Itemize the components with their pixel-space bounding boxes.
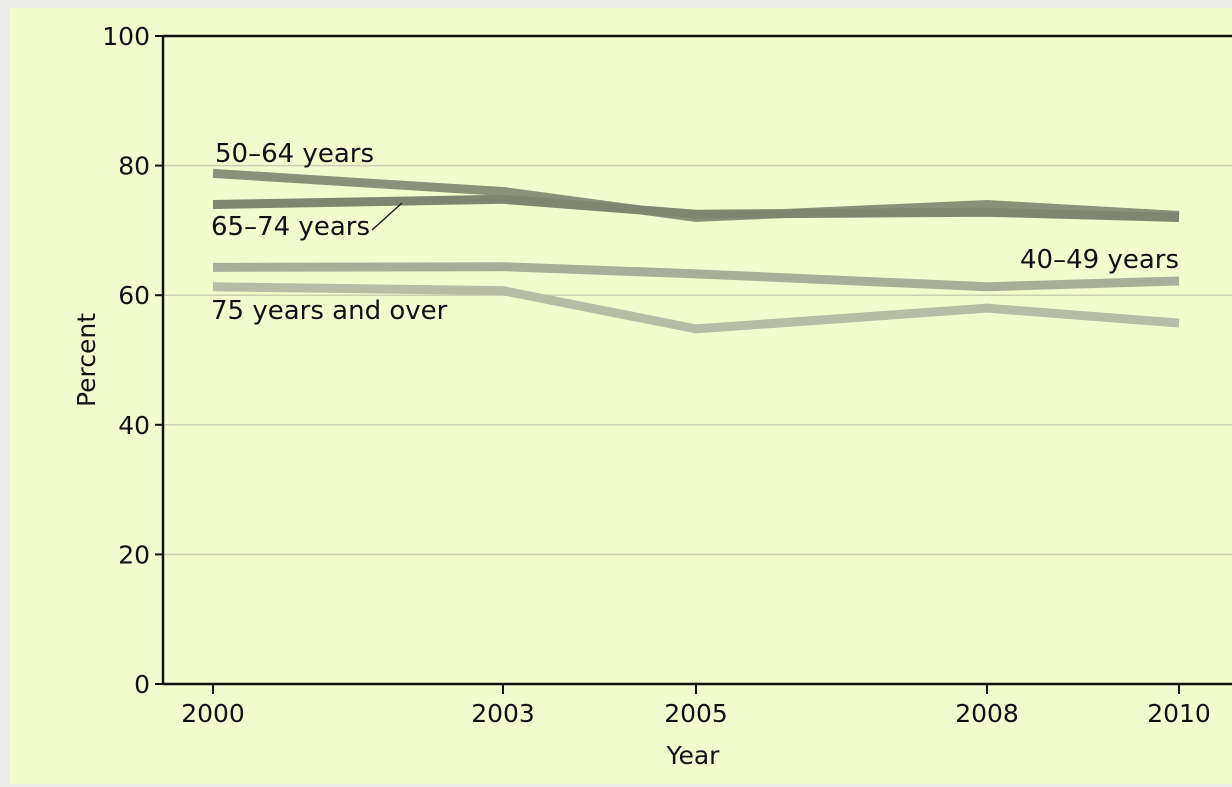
y-tick-label: 20 [118, 540, 150, 569]
line-chart: 0 20 40 60 80 100 2000 2003 2005 2008 2010 50–64 … [72, 22, 1232, 770]
x-tick-label: 2000 [181, 699, 245, 728]
x-tick-label: 2010 [1147, 699, 1211, 728]
chart-figure: 0 20 40 60 80 100 2000 2003 2005 2008 2010 50–64 … [10, 8, 1232, 784]
x-ticks: 2000 2003 2005 2008 2010 [181, 684, 1211, 728]
series-line-1 [212, 194, 1180, 222]
label-leader-line [371, 202, 403, 231]
y-axis-title: Percent [72, 313, 101, 407]
x-tick-label: 2005 [664, 699, 728, 728]
x-tick-label: 2008 [955, 699, 1019, 728]
y-ticks: 0 20 40 60 80 100 [102, 22, 163, 699]
y-tick-label: 60 [118, 281, 150, 310]
gridlines [163, 164, 1232, 556]
series-label-40-49: 40–49 years [1020, 245, 1179, 275]
series-label-65-74: 65–74 years [211, 212, 370, 242]
x-axis-title: Year [666, 741, 721, 770]
y-tick-label: 80 [118, 152, 150, 181]
series-lines [212, 168, 1180, 334]
y-tick-label: 0 [134, 670, 150, 699]
x-tick-label: 2003 [471, 699, 535, 728]
series-label-50-64: 50–64 years [215, 139, 374, 169]
series-line-2 [212, 262, 1180, 292]
series-line-3 [212, 282, 1180, 334]
y-tick-label: 100 [102, 22, 150, 51]
series-label-75-over: 75 years and over [211, 296, 448, 326]
y-tick-label: 40 [118, 411, 150, 440]
